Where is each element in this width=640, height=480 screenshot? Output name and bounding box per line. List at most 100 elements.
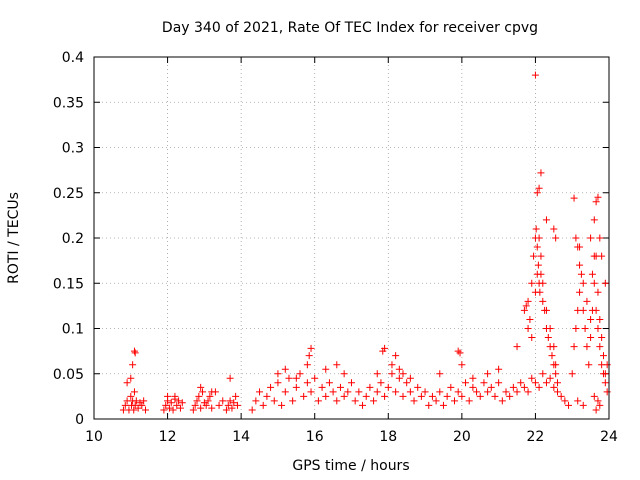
data-point [395, 374, 403, 382]
data-point [546, 374, 554, 382]
data-point [454, 347, 462, 355]
data-point [443, 392, 451, 400]
data-point [281, 365, 289, 373]
data-point [281, 388, 289, 396]
data-point [502, 388, 510, 396]
data-point [351, 397, 359, 405]
data-point [384, 383, 392, 391]
data-point [539, 370, 547, 378]
data-point [537, 252, 545, 260]
data-point [303, 361, 311, 369]
data-point [178, 399, 186, 407]
data-point [530, 252, 538, 260]
data-point [392, 352, 400, 360]
y-tick-label: 0.05 [53, 367, 84, 383]
data-point [454, 388, 462, 396]
data-point [532, 225, 540, 233]
data-point [550, 343, 558, 351]
data-point [336, 383, 344, 391]
data-point [191, 401, 199, 409]
data-point [432, 397, 440, 405]
data-point [587, 315, 595, 323]
data-point [587, 334, 595, 342]
data-point [524, 297, 532, 305]
data-point [311, 374, 319, 382]
data-point [524, 388, 532, 396]
data-point [171, 395, 179, 403]
data-point [176, 404, 184, 412]
data-point [381, 344, 389, 352]
data-point [579, 401, 587, 409]
data-point [576, 243, 584, 251]
x-axis-label: GPS time / hours [292, 458, 409, 474]
data-point [528, 334, 536, 342]
data-point [596, 401, 604, 409]
data-point [594, 397, 602, 405]
data-point [542, 216, 550, 224]
data-point [592, 306, 600, 314]
data-point [568, 370, 576, 378]
data-point [535, 184, 543, 192]
data-point [495, 379, 503, 387]
data-point [167, 399, 175, 407]
data-point [300, 392, 308, 400]
data-point [520, 306, 528, 314]
data-point [197, 404, 205, 412]
data-point [274, 379, 282, 387]
data-point [517, 379, 525, 387]
data-point [373, 388, 381, 396]
data-point [256, 388, 264, 396]
data-point [130, 406, 138, 414]
data-point [303, 379, 311, 387]
data-point [487, 383, 495, 391]
data-point [583, 343, 591, 351]
data-point [193, 397, 201, 405]
data-point [366, 383, 374, 391]
data-point [565, 401, 573, 409]
data-point [484, 388, 492, 396]
data-point [491, 392, 499, 400]
data-point [129, 361, 137, 369]
data-point [542, 379, 550, 387]
data-point [522, 302, 530, 310]
data-point [296, 370, 304, 378]
data-point [484, 370, 492, 378]
data-point [132, 397, 140, 405]
data-point [537, 169, 545, 177]
data-point [451, 397, 458, 405]
y-tick-label: 0.4 [62, 50, 84, 66]
data-point [305, 352, 313, 360]
data-point [524, 325, 532, 332]
data-point [576, 261, 584, 269]
x-tick-label: 20 [453, 429, 471, 445]
x-tick-label: 10 [85, 429, 103, 445]
y-tick-labels: 0 0.05 0.1 0.15 0.2 0.25 0.3 0.35 0.4 [53, 50, 84, 428]
data-point [599, 352, 607, 360]
data-point [550, 383, 558, 391]
data-point [601, 379, 609, 387]
data-point [531, 71, 539, 79]
data-point [233, 401, 241, 409]
axis-ticks [93, 56, 610, 420]
data-point [528, 279, 536, 287]
x-tick-label: 16 [306, 429, 324, 445]
data-point [561, 397, 569, 405]
data-point [592, 198, 600, 206]
x-tick-label: 18 [379, 429, 397, 445]
data-point [469, 383, 477, 391]
data-point [570, 343, 578, 351]
data-point [531, 288, 539, 296]
data-point [173, 401, 181, 409]
data-point [550, 225, 558, 233]
data-point [403, 379, 411, 387]
grid-lines [94, 57, 609, 419]
data-point [206, 392, 214, 400]
data-point [576, 288, 584, 296]
data-point [285, 374, 293, 382]
data-point [226, 397, 234, 405]
data-point [414, 383, 422, 391]
data-point [140, 397, 148, 405]
data-point [574, 397, 582, 405]
data-point [425, 401, 433, 409]
